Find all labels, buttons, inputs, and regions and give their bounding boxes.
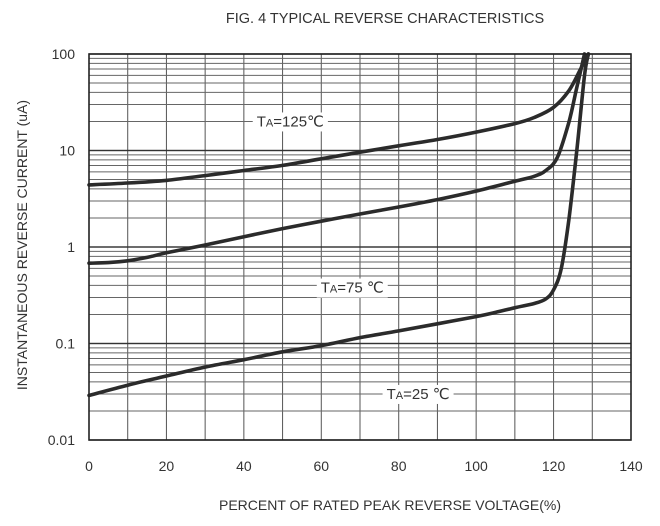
curve-labels: TA=125℃TA=75 ℃TA=25 ℃: [252, 112, 454, 404]
curve-label-2: TA=75 ℃: [316, 278, 388, 298]
tick-labels: 0 20 40 60 80 100 120 140 0.01 0.1 1 10 100: [48, 46, 643, 474]
chart-title: FIG. 4 TYPICAL REVERSE CHARACTERISTICS: [226, 11, 544, 27]
curve-label-text: TA=125℃: [257, 113, 324, 130]
curve-label-t: T: [321, 280, 330, 297]
x-axis-label: PERCENT OF RATED PEAK REVERSE VOLTAGE(%): [219, 497, 561, 513]
curve-label-value: =75 ℃: [337, 280, 383, 297]
plot-frame: [88, 53, 632, 441]
curve-label-background: [382, 384, 454, 404]
curve-label-subscript: A: [266, 117, 274, 129]
curve-label-t: T: [257, 113, 266, 130]
curve-label-text: TA=25 ℃: [387, 386, 450, 403]
curve-label-subscript: A: [396, 390, 404, 402]
curve-series-2: [87, 52, 587, 265]
curve-label-3: TA=25 ℃: [382, 384, 454, 404]
y-tick-label: 0.01: [48, 432, 75, 448]
curves: [87, 52, 591, 398]
curve-series-3: [87, 52, 591, 398]
x-tick-label: 100: [464, 458, 488, 474]
y-tick-label: 1: [67, 239, 75, 255]
y-tick-label: 0.1: [56, 336, 76, 352]
x-tick-label: 40: [236, 458, 252, 474]
curve-label-value: =25 ℃: [403, 386, 449, 403]
curve-label-1: TA=125℃: [252, 112, 328, 132]
curve-label-value: =125℃: [273, 113, 324, 130]
y-tick-label: 100: [52, 46, 76, 62]
x-tick-label: 140: [619, 458, 643, 474]
curve-label-background: [316, 278, 388, 298]
x-tick-label: 80: [391, 458, 407, 474]
y-axis-label: INSTANTANEOUS REVERSE CURRENT (uA): [14, 100, 30, 390]
curve-label-t: T: [387, 386, 396, 403]
x-tick-label: 120: [542, 458, 566, 474]
curve-label-background: [252, 112, 328, 132]
x-tick-label: 20: [159, 458, 175, 474]
curve-label-subscript: A: [330, 284, 338, 296]
y-tick-label: 10: [59, 143, 75, 159]
curve-series-1: [87, 52, 591, 187]
x-tick-label: 0: [85, 458, 93, 474]
curve-label-text: TA=75 ℃: [321, 280, 384, 297]
x-tick-label: 60: [313, 458, 329, 474]
